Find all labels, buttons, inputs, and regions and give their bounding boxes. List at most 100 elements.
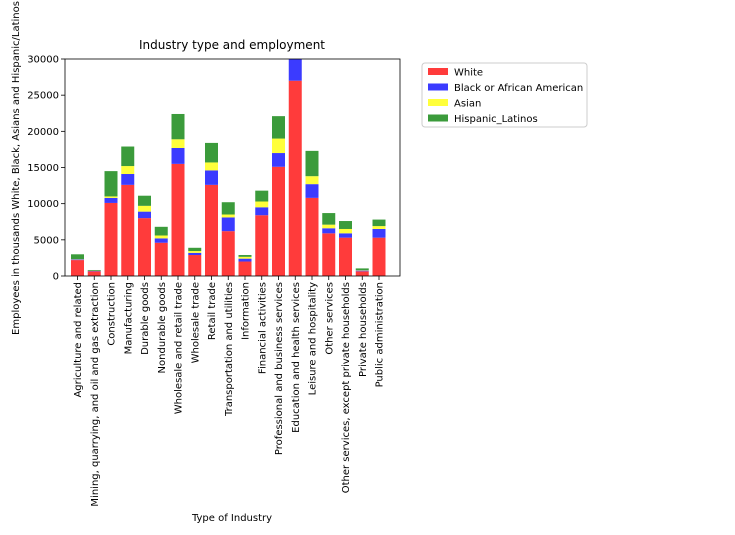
chart-title: Industry type and employment [139,38,325,52]
bar-segment [255,201,269,208]
bar-segment [154,226,168,236]
bar-segment [305,184,319,198]
bar-segment [339,228,352,234]
x-tick-label: Manufacturing [123,282,134,354]
x-tick-label: Durable goods [140,282,151,355]
legend-label: Black or African American [454,83,583,94]
bar-segment [154,242,168,276]
legend-swatch [428,114,448,122]
bar-segment [154,235,168,239]
bar-segment [171,113,185,140]
bar-segment [372,226,386,229]
bar-segment [339,233,352,238]
bar-segment [87,269,101,271]
bar-segment [87,271,101,276]
bar-segment [255,215,269,276]
bar-segment [171,163,185,276]
bar-segment [305,197,319,276]
bar-segment [238,256,252,259]
bar-segment [372,228,386,238]
bar-segment [205,162,218,171]
bar-segment [121,166,135,175]
bar-segment [272,116,285,139]
bar-segment [305,176,319,185]
x-tick-label: Mining, quarrying, and oil and gas extra… [90,282,101,507]
bar-segment [121,184,135,276]
y-tick-label: 10000 [27,199,59,210]
bar-segment [121,146,135,167]
bar-segment [289,8,302,36]
x-tick-label: Wholesale trade [190,282,201,363]
bar-segment [322,224,336,229]
bar-segment [339,237,352,276]
x-tick-label: Professional and business services [274,282,285,455]
bar-segment [188,247,202,252]
x-tick-label: Agriculture and related [73,282,84,398]
bar-segment [221,231,235,276]
y-tick-label: 30000 [27,55,59,66]
bar-segment [305,150,319,177]
x-axis-label: Type of Industry [191,513,272,524]
bar-segment [71,260,84,276]
bar-segment [255,207,269,216]
x-tick-label: Other services, except private household… [341,282,352,493]
bar-segment [154,238,168,243]
x-tick-label: Private households [358,282,369,377]
x-tick-label: Transportation and utilities [224,282,235,417]
bar-segment [372,219,386,227]
bar-segment [138,211,151,219]
y-tick-label: 0 [53,272,59,283]
x-tick-label: Education and health services [291,282,302,433]
x-tick-label: Wholesale and retail trade [174,282,185,414]
bars [71,8,386,276]
bar-segment [104,202,118,276]
bar-segment [272,138,285,154]
y-tick-label: 20000 [27,127,59,138]
x-tick-label: Construction [107,282,118,346]
y-tick-label: 15000 [27,163,59,174]
bar-segment [221,214,235,218]
bar-segment [138,205,151,212]
bar-segment [188,251,202,253]
x-tick-label: Leisure and hospitality [308,282,319,395]
bar-segment [205,142,218,163]
bar-segment [355,270,369,272]
bar-segment [322,228,336,234]
bar-segment [188,252,202,256]
bar-segment [171,139,185,148]
bar-segment [221,217,235,232]
bar-segment [238,258,252,262]
legend-swatch [428,99,448,106]
x-tick-label: Retail trade [207,282,218,340]
bar-segment [104,196,118,198]
bar-segment [205,170,218,185]
bar-segment [205,184,218,276]
legend-box [421,62,588,128]
bar-segment [138,195,151,206]
bar-segment [288,80,302,276]
legend-label: Hispanic_Latinos [454,114,538,125]
bar-segment [171,147,185,164]
bar-segment [188,255,202,276]
bar-segment [71,259,84,261]
legend-label: Asian [454,99,481,110]
bar-segment [138,218,151,276]
bar-segment [322,233,336,276]
bar-segment [355,271,369,276]
legend-label: White [454,68,483,79]
bar-segment [121,174,135,185]
bar-segment [255,190,269,202]
x-tick-label: Public administration [375,282,386,387]
x-tick-label: Financial activities [257,282,268,374]
bar-segment [272,153,285,167]
bar-segment [104,171,118,197]
bar-segment [104,197,118,203]
y-tick-label: 5000 [34,235,59,246]
bar-segment [339,221,352,229]
bar-segment [288,59,302,81]
bar-segment [238,261,252,276]
bar-segment [71,254,84,260]
y-tick-label: 25000 [27,91,59,102]
legend-swatch [428,83,448,91]
